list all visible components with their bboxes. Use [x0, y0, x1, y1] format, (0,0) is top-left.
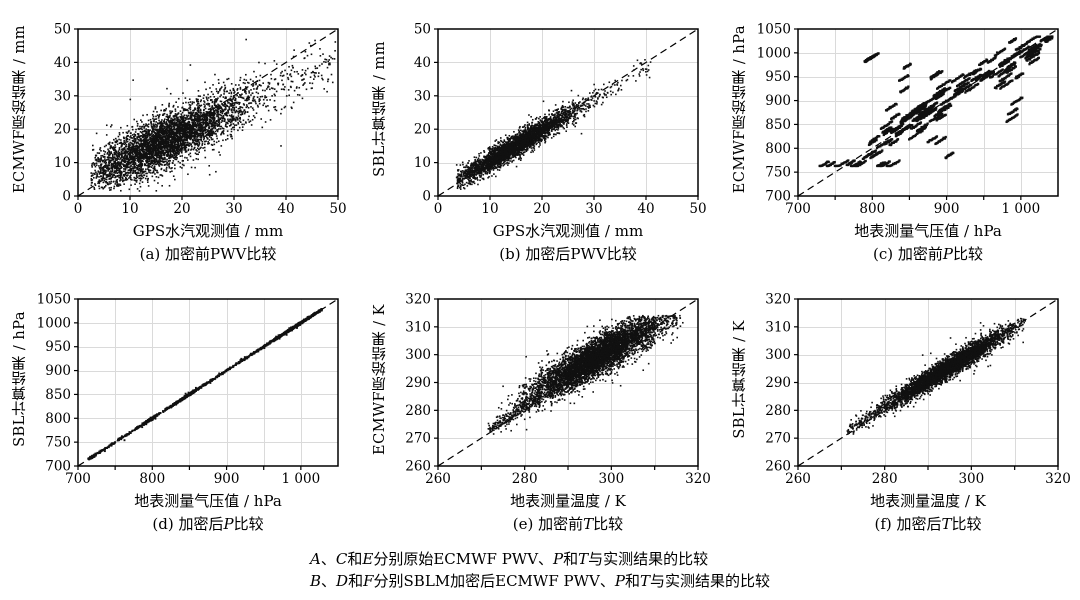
- scatter-canvas-a: [32, 20, 352, 220]
- plot-area-b: SBL计算结果 / mm: [366, 20, 720, 220]
- subplot-d: SBL计算结果 / hPa 地表测量气压值 / hPa (d) 加密后P比较: [0, 270, 360, 540]
- subplot-caption-c: (c) 加密前P比较: [873, 245, 983, 263]
- y-axis-label-a: ECMWF原始结果 / mm: [6, 20, 32, 220]
- subplot-f: SBL计算结果 / K 地表测量温度 / K (f) 加密后T比较: [720, 270, 1080, 540]
- plot-area-a: ECMWF原始结果 / mm: [6, 20, 360, 220]
- footnote-line-2: B、D和F分别SBLM加密后ECMWF PWV、P和T与实测结果的比较: [310, 572, 770, 590]
- subplot-caption-e: (e) 加密前T比较: [512, 515, 624, 533]
- scatter-canvas-b: [392, 20, 712, 220]
- x-axis-label-d: 地表测量气压值 / hPa: [134, 492, 282, 510]
- y-axis-label-e: ECMWF原始结果 / K: [366, 290, 392, 490]
- figure-footnote: A、C和E分别原始ECMWF PWV、P和T与实测结果的比较 B、D和F分别SB…: [310, 548, 770, 592]
- y-axis-label-text: ECMWF原始结果 / hPa: [731, 24, 748, 194]
- scatter-canvas-d: [32, 290, 352, 490]
- footnote-line-1: A、C和E分别原始ECMWF PWV、P和T与实测结果的比较: [310, 550, 709, 568]
- subplot-caption-f: (f) 加密后T比较: [874, 515, 982, 533]
- subplot-caption-a: (a) 加密前PWV比较: [139, 245, 277, 263]
- y-axis-label-b: SBL计算结果 / mm: [366, 20, 392, 220]
- plot-area-d: SBL计算结果 / hPa: [6, 290, 360, 490]
- y-axis-label-text: ECMWF原始结果 / mm: [11, 24, 28, 194]
- x-axis-label-c: 地表测量气压值 / hPa: [854, 222, 1002, 240]
- plot-area-c: ECMWF原始结果 / hPa: [726, 20, 1080, 220]
- x-axis-label-b: GPS水汽观测值 / mm: [492, 222, 644, 240]
- plot-area-e: ECMWF原始结果 / K: [366, 290, 720, 490]
- x-axis-label-e: 地表测量温度 / K: [510, 492, 626, 510]
- y-axis-label-f: SBL计算结果 / K: [726, 290, 752, 490]
- subplot-caption-d: (d) 加密后P比较: [152, 515, 264, 533]
- y-axis-label-text: ECMWF原始结果 / K: [371, 303, 388, 455]
- subplot-grid: ECMWF原始结果 / mm GPS水汽观测值 / mm (a) 加密前PWV比…: [0, 0, 1080, 540]
- scatter-canvas-c: [752, 20, 1072, 220]
- x-axis-label-f: 地表测量温度 / K: [870, 492, 986, 510]
- y-axis-label-text: SBL计算结果 / K: [731, 319, 748, 439]
- x-axis-label-a: GPS水汽观测值 / mm: [132, 222, 284, 240]
- y-axis-label-d: SBL计算结果 / hPa: [6, 290, 32, 490]
- scatter-canvas-e: [392, 290, 712, 490]
- y-axis-label-text: SBL计算结果 / mm: [371, 41, 388, 177]
- subplot-caption-b: (b) 加密后PWV比较: [499, 245, 637, 263]
- y-axis-label-text: SBL计算结果 / hPa: [11, 311, 28, 447]
- plot-area-f: SBL计算结果 / K: [726, 290, 1080, 490]
- y-axis-label-c: ECMWF原始结果 / hPa: [726, 20, 752, 220]
- subplot-a: ECMWF原始结果 / mm GPS水汽观测值 / mm (a) 加密前PWV比…: [0, 0, 360, 270]
- subplot-b: SBL计算结果 / mm GPS水汽观测值 / mm (b) 加密后PWV比较: [360, 0, 720, 270]
- subplot-c: ECMWF原始结果 / hPa 地表测量气压值 / hPa (c) 加密前P比较: [720, 0, 1080, 270]
- subplot-e: ECMWF原始结果 / K 地表测量温度 / K (e) 加密前T比较: [360, 270, 720, 540]
- scatter-canvas-f: [752, 290, 1072, 490]
